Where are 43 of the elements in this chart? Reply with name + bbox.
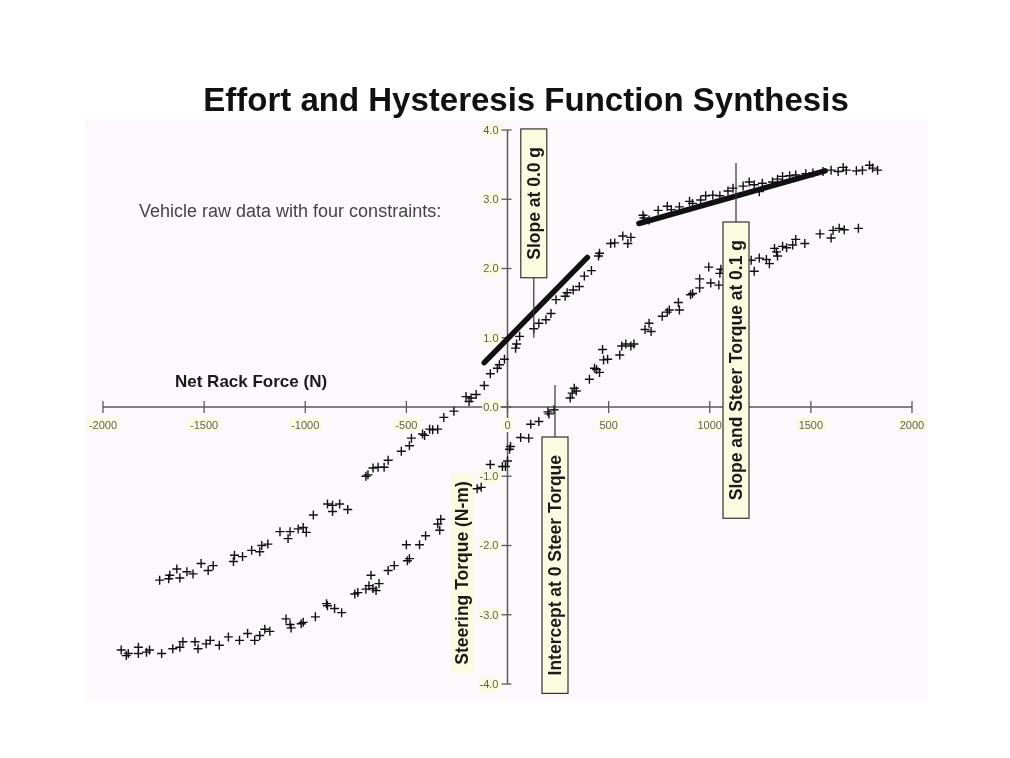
x-tick-label: -1500 — [190, 419, 219, 431]
annotation: Slope and Steer Torque at 0.1 g — [726, 239, 747, 501]
point — [195, 558, 207, 569]
y-axis-title: Steering Torque (N-m) — [452, 481, 473, 665]
x-tick-label: 1000 — [697, 419, 722, 431]
point — [202, 565, 214, 576]
point — [334, 498, 345, 510]
y-tick-label: -4.0 — [479, 677, 499, 690]
x-tick-label: 1500 — [798, 419, 824, 431]
x-axis-title: Net Rack Force (N) — [175, 372, 328, 391]
point — [282, 533, 294, 544]
y-tick-label: 4.0 — [483, 123, 499, 136]
point — [274, 526, 286, 537]
x-tick-label: -500 — [395, 419, 418, 431]
point — [308, 509, 319, 521]
y-tick-label: 3.0 — [483, 193, 499, 206]
y-tick-label: -2.0 — [479, 539, 499, 552]
x-tick-label: 500 — [599, 419, 618, 431]
point — [448, 405, 460, 417]
y-tick-label: 0.0 — [483, 400, 499, 413]
y-tick-label: -1.0 — [479, 470, 499, 483]
point — [406, 432, 417, 444]
x-tick-label: -2000 — [88, 419, 118, 431]
point — [154, 574, 165, 586]
annotation: Intercept at 0 Steer Torque — [545, 454, 566, 676]
point — [174, 572, 186, 584]
x-tick-label: 0 — [504, 419, 511, 431]
point — [171, 563, 183, 575]
point — [292, 523, 304, 535]
chart-title: Effort and Hysteresis Function Synthesis — [203, 81, 849, 118]
annotation: Slope at 0.0 g — [524, 146, 545, 260]
point — [229, 550, 240, 561]
point — [262, 538, 274, 550]
annotation: Vehicle raw data with four constraints: — [139, 201, 442, 221]
y-tick-label: 2.0 — [483, 262, 499, 275]
point — [284, 526, 296, 537]
y-tick-label: 1.0 — [483, 331, 499, 344]
x-tick-label: -1000 — [291, 419, 320, 431]
point — [382, 455, 394, 466]
point — [367, 462, 379, 474]
y-tick-label: -3.0 — [479, 608, 499, 621]
x-tick-label: 2000 — [899, 419, 925, 431]
point — [470, 389, 482, 400]
